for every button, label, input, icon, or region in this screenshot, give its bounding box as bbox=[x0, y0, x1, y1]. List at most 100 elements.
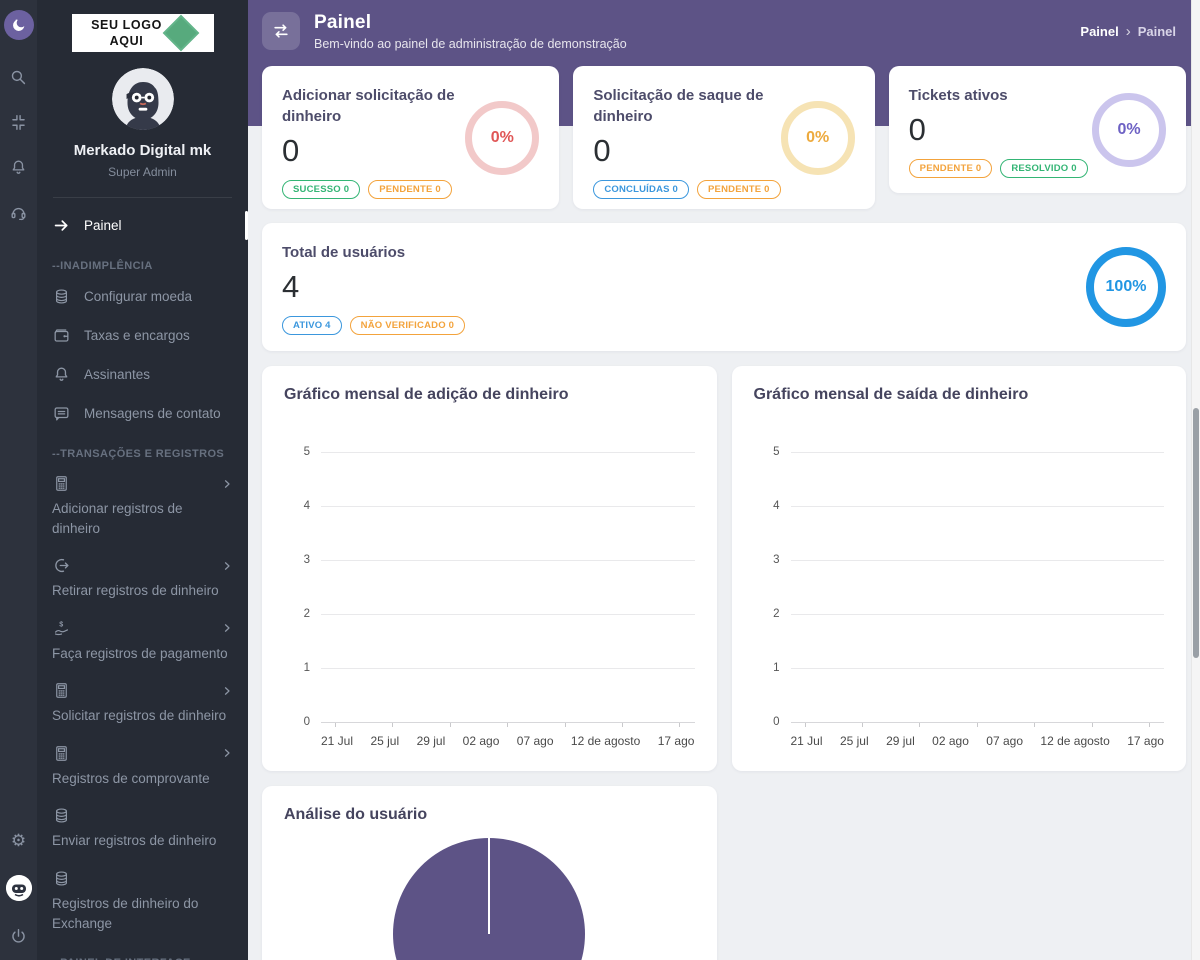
compress-icon bbox=[9, 113, 28, 132]
status-badge: SUCESSO 0 bbox=[282, 180, 361, 199]
logo-diamond-icon bbox=[162, 14, 200, 52]
page-subtitle: Bem-vindo ao painel de administração de … bbox=[314, 36, 627, 51]
status-badge: PENDENTE 0 bbox=[908, 159, 993, 178]
sidebar-item-assinantes[interactable]: Assinantes bbox=[37, 355, 248, 394]
bell-icon bbox=[52, 365, 71, 384]
hand-dollar-icon bbox=[52, 619, 71, 638]
wallet-icon bbox=[52, 326, 71, 345]
sidebar-item-configurar-moeda[interactable]: Configurar moeda bbox=[37, 277, 248, 316]
search-icon bbox=[9, 68, 28, 87]
sidebar-item-painel[interactable]: Painel bbox=[37, 206, 248, 245]
active-indicator bbox=[245, 211, 248, 240]
progress-ring: 100% bbox=[1086, 247, 1166, 327]
stat-card-tickets-ativos: Tickets ativos 0 PENDENTE 0 RESOLVIDO 0 … bbox=[888, 66, 1186, 193]
robot-avatar-icon bbox=[6, 875, 32, 901]
pie-row: Análise do usuário bbox=[262, 786, 1186, 960]
chart-title: Gráfico mensal de saída de dinheiro bbox=[753, 386, 1029, 403]
stat-cards-row-1: Adicionar solicitação de dinheiro 0 SUCE… bbox=[262, 66, 1186, 209]
sidebar-item-enviar-registros[interactable]: Enviar registros de dinheiro bbox=[37, 797, 248, 860]
scrollbar-thumb[interactable] bbox=[1193, 408, 1199, 658]
sidebar-section-inadimplencia: --INADIMPLÊNCIA bbox=[52, 260, 153, 272]
headset-icon bbox=[9, 203, 28, 222]
stat-card-title: Adicionar solicitação de dinheiro bbox=[282, 87, 455, 125]
topbar: Painel Bem-vindo ao painel de administra… bbox=[262, 0, 1186, 62]
logout-power-button[interactable] bbox=[9, 927, 28, 946]
chat-icon bbox=[52, 404, 71, 423]
bell-icon bbox=[9, 158, 28, 177]
logout-circle-icon bbox=[52, 556, 71, 575]
logo-text: SEU LOGO AQUI bbox=[91, 17, 162, 48]
progress-ring: 0% bbox=[780, 100, 855, 175]
sidebar-item-taxas-e-encargos[interactable]: Taxas e encargos bbox=[37, 316, 248, 355]
status-badge: PENDENTE 0 bbox=[697, 180, 781, 199]
page-title: Painel bbox=[314, 11, 372, 33]
chevron-right-icon bbox=[221, 478, 233, 490]
pie-slice-divider bbox=[488, 838, 491, 934]
x-axis-labels: 21 Jul 25 jul 29 jul 02 ago 07 ago 12 de agos… bbox=[321, 734, 695, 748]
divider bbox=[53, 197, 232, 198]
coins-icon bbox=[52, 806, 71, 825]
stat-card-title: Total de usuários bbox=[282, 244, 406, 261]
x-axis-ticks bbox=[321, 722, 695, 727]
support-button[interactable] bbox=[9, 203, 28, 222]
rail-bottom-group: ⚙ bbox=[5, 806, 32, 946]
dark-mode-toggle-button[interactable] bbox=[3, 10, 34, 40]
chevron-right-icon bbox=[221, 560, 233, 572]
sidebar-item-registros-comprovante[interactable]: Registros de comprovante bbox=[37, 735, 248, 798]
stat-card-solicitacao-saque: Solicitação de saque de dinheiro 0 CONCL… bbox=[573, 66, 875, 209]
sidebar-section-painel-de-interface: --PAINEL DE INTERFACE bbox=[37, 942, 248, 960]
progress-ring: 0% bbox=[465, 100, 540, 175]
stat-card-title: Solicitação de saque de dinheiro bbox=[593, 87, 764, 125]
sidebar-item-solicitar-registros[interactable]: Solicitar registros de dinheiro bbox=[37, 672, 248, 735]
user-role: Super Admin bbox=[108, 165, 177, 179]
chart-title: Gráfico mensal de adição de dinheiro bbox=[284, 386, 569, 403]
sidebar-section-transacoes-e-registros: --TRANSAÇÕES E REGISTROS bbox=[52, 448, 225, 460]
stat-card-value: 4 bbox=[282, 269, 300, 304]
breadcrumb: Painel › Painel bbox=[1080, 24, 1186, 39]
stat-card-adicionar-solicitacao: Adicionar solicitação de dinheiro 0 SUCE… bbox=[262, 66, 560, 209]
chevron-right-icon bbox=[221, 622, 233, 634]
chevron-right-icon: › bbox=[1125, 22, 1131, 40]
icon-rail: ⚙ bbox=[0, 0, 37, 960]
sidebar-item-retirar-registros[interactable]: Retirar registros de dinheiro bbox=[37, 547, 248, 610]
calculator-icon bbox=[52, 474, 71, 493]
progress-ring: 0% bbox=[1092, 92, 1166, 167]
scrollbar-track[interactable] bbox=[1191, 0, 1200, 960]
sidebar-item-adicionar-registros[interactable]: Adicionar registros de dinheiro bbox=[37, 465, 248, 547]
x-axis-ticks bbox=[791, 722, 1165, 727]
compress-button[interactable] bbox=[9, 113, 28, 132]
status-badge: RESOLVIDO 0 bbox=[1000, 159, 1088, 178]
status-badge: PENDENTE 0 bbox=[368, 180, 452, 199]
sidebar-item-faca-registros-pagamento[interactable]: Faça registros de pagamento bbox=[37, 610, 248, 673]
notifications-button[interactable] bbox=[9, 158, 28, 177]
search-button[interactable] bbox=[9, 68, 28, 87]
transfer-arrows-icon bbox=[271, 21, 291, 41]
moon-icon bbox=[11, 17, 27, 33]
pie-chart bbox=[393, 838, 586, 960]
sidebar-item-mensagens-de-contato[interactable]: Mensagens de contato bbox=[37, 394, 248, 433]
breadcrumb-root[interactable]: Painel bbox=[1080, 23, 1119, 39]
user-name: Merkado Digital mk bbox=[73, 142, 212, 159]
profile-button[interactable] bbox=[5, 875, 32, 901]
x-axis-labels: 21 Jul 25 jul 29 jul 02 ago 07 ago 12 de agos… bbox=[790, 734, 1164, 748]
breadcrumb-current: Painel bbox=[1137, 23, 1176, 39]
sidebar: SEU LOGO AQUI Merkado Digital mk Super Ad… bbox=[37, 0, 248, 960]
calculator-icon bbox=[52, 744, 71, 763]
logo[interactable]: SEU LOGO AQUI bbox=[71, 14, 214, 52]
user-avatar bbox=[112, 68, 174, 130]
gear-icon: ⚙ bbox=[10, 831, 27, 850]
sidebar-item-registros-exchange[interactable]: Registros de dinheiro do Exchange bbox=[37, 860, 248, 942]
stat-card-value: 0 bbox=[282, 133, 300, 168]
arrow-right-icon bbox=[52, 216, 71, 235]
stat-cards-row-2: Total de usuários 4 ATIVO 4 NÃO VERIFICA… bbox=[262, 223, 1186, 351]
calculator-icon bbox=[52, 681, 71, 700]
settings-button[interactable]: ⚙ bbox=[11, 832, 26, 849]
user-profile: Merkado Digital mk Super Admin bbox=[37, 68, 248, 179]
sidebar-toggle-button[interactable] bbox=[262, 12, 300, 50]
stat-card-value: 0 bbox=[593, 133, 611, 168]
